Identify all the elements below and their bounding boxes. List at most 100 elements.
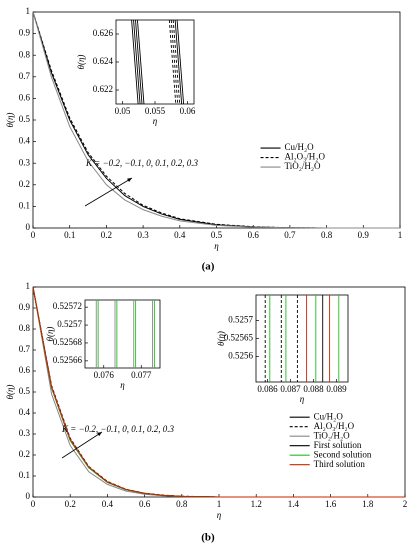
x-tick-label: 0.9: [358, 230, 370, 240]
y-tick-label: 0.5: [19, 386, 31, 396]
series-line: [32, 11, 400, 229]
y-tick-label: 0.5257: [57, 319, 82, 329]
arrow-head: [127, 178, 132, 183]
y-tick-label: 0.622: [93, 84, 113, 94]
y-tick-label: 0.6: [19, 92, 31, 102]
legend-label: Al₂O₃/H₂O: [285, 152, 326, 162]
y-axis-label: θ(η): [5, 113, 15, 128]
x-axis-label: η: [300, 394, 305, 404]
inset-area: [255, 294, 349, 383]
y-tick-label: 0.8: [19, 49, 31, 59]
inset-line: [135, 19, 143, 105]
x-tick-label: 1: [217, 499, 222, 509]
y-tick-label: 0.3: [19, 428, 31, 438]
legend-label: Third solution: [314, 459, 366, 469]
y-tick-label: 0.5256: [228, 351, 253, 361]
y-tick-label: 0.7: [19, 71, 31, 81]
x-tick-label: 0.7: [284, 230, 296, 240]
y-tick-label: 0.5: [19, 114, 31, 124]
y-tick-label: 0.9: [19, 28, 31, 38]
x-tick-label: 1: [398, 230, 403, 240]
x-axis-label: η: [120, 380, 125, 390]
x-tick-label: 2: [403, 499, 408, 509]
y-tick-label: 0.52565: [224, 333, 254, 343]
x-tick-label: 0.6: [248, 230, 260, 240]
inset-line: [172, 19, 181, 105]
annotation: K = −0.2, −0.1, 0, 0.1, 0.2, 0.3: [85, 158, 198, 168]
x-tick-label: 0.055: [145, 106, 166, 116]
y-tick-label: 0.2: [19, 449, 30, 459]
inset-line: [174, 19, 183, 105]
x-tick-label: 0.4: [174, 230, 186, 240]
x-tick-label: 0: [31, 230, 36, 240]
y-tick-label: 0.8: [19, 323, 31, 333]
inset-line: [168, 19, 177, 105]
x-tick-label: 1.4: [288, 499, 300, 509]
y-tick-label: 0.7: [19, 344, 31, 354]
x-tick-label: 1.6: [325, 499, 337, 509]
legend-label: TiO₂/H₂O: [285, 161, 321, 171]
inset-line: [131, 19, 139, 105]
y-tick-label: 0.626: [93, 28, 114, 38]
arrow-head: [97, 432, 102, 437]
x-tick-label: 0: [31, 499, 36, 509]
legend-label: Al₂O₃/H₂O: [314, 421, 355, 431]
y-axis-label: θ(η): [76, 55, 86, 70]
x-axis-label: η: [153, 116, 158, 126]
x-tick-label: 1.8: [362, 499, 374, 509]
inset-line: [170, 19, 179, 105]
y-tick-label: 0.5257: [228, 314, 253, 324]
inset-line: [133, 19, 141, 105]
x-tick-label: 0.086: [257, 384, 278, 394]
y-axis-label: θ(η): [5, 385, 15, 400]
y-tick-label: 0.4: [19, 407, 31, 417]
y-tick-label: 0.52568: [53, 337, 83, 347]
x-tick-label: 0.6: [139, 499, 151, 509]
x-tick-label: 0.077: [131, 370, 152, 380]
inset-line: [176, 19, 185, 105]
y-tick-label: 0.52572: [53, 301, 82, 311]
caption: (b): [201, 532, 215, 544]
x-tick-label: 0.05: [115, 106, 131, 116]
y-tick-label: 0: [26, 491, 31, 501]
y-tick-label: 0.2: [19, 179, 30, 189]
legend-label: TiO₂/H₂O: [314, 430, 350, 440]
y-axis-label: θ(η): [45, 327, 55, 342]
y-tick-label: 0.4: [19, 136, 31, 146]
x-tick-label: 0.4: [102, 499, 114, 509]
y-tick-label: 0.3: [19, 157, 31, 167]
y-tick-label: 0.1: [19, 470, 30, 480]
x-tick-label: 0.076: [94, 370, 115, 380]
series-line: [32, 286, 405, 498]
plot-area: [32, 11, 401, 229]
legend-label: First solution: [314, 440, 362, 450]
annotation: K = −0.2, −0.1, 0, 0.1, 0.2, 0.3: [61, 424, 174, 434]
x-tick-label: 0.2: [65, 499, 76, 509]
x-tick-label: 0.087: [280, 384, 301, 394]
x-axis-label: η: [217, 510, 222, 520]
y-tick-label: 0.1: [19, 200, 30, 210]
annotation-arrow: [84, 177, 133, 207]
inset-line: [137, 19, 145, 105]
caption: (a): [202, 261, 215, 273]
y-axis-label: θ(η): [216, 331, 226, 346]
x-tick-label: 0.2: [101, 230, 112, 240]
x-tick-label: 0.8: [176, 499, 188, 509]
legend-label: Cu/H₂O: [314, 411, 344, 421]
x-tick-label: 0.3: [137, 230, 149, 240]
y-tick-label: 1: [26, 6, 31, 16]
x-tick-label: 1.2: [251, 499, 262, 509]
x-axis-label: η: [214, 241, 219, 251]
x-tick-label: 0.088: [303, 384, 324, 394]
x-tick-label: 0.1: [64, 230, 75, 240]
inset-area: [84, 299, 161, 369]
x-tick-label: 0.089: [326, 384, 347, 394]
annotation-arrow: [61, 431, 103, 459]
legend-label: Cu/H₂O: [285, 142, 315, 152]
y-tick-label: 0.9: [19, 302, 31, 312]
y-tick-label: 0.6: [19, 365, 31, 375]
legend-label: Second solution: [314, 449, 372, 459]
y-tick-label: 0.624: [93, 56, 114, 66]
